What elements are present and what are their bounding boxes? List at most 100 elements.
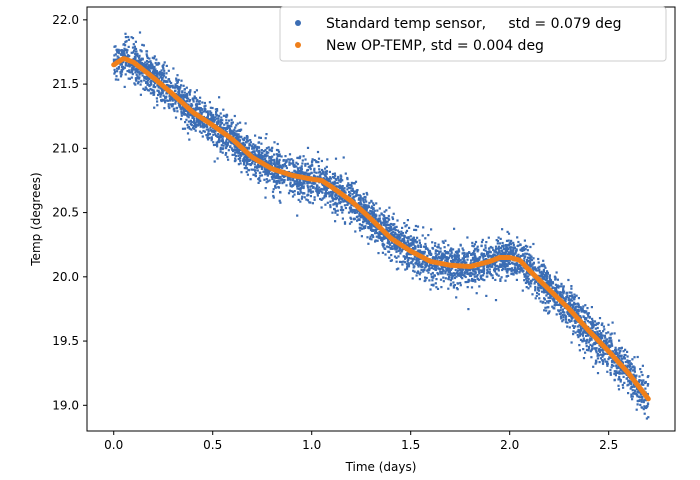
standard-sensor-point <box>186 110 189 113</box>
standard-sensor-point <box>261 151 264 154</box>
standard-sensor-point <box>506 264 509 268</box>
standard-sensor-point <box>350 220 353 224</box>
standard-sensor-point <box>350 217 353 220</box>
standard-sensor-point <box>590 356 593 359</box>
standard-sensor-point <box>398 230 401 234</box>
standard-sensor-point <box>436 264 439 267</box>
standard-sensor-point <box>148 57 151 60</box>
standard-sensor-point <box>399 252 402 255</box>
standard-sensor-point <box>377 234 380 238</box>
standard-sensor-point <box>268 156 271 159</box>
standard-sensor-point <box>323 186 326 190</box>
standard-sensor-point <box>212 116 215 120</box>
standard-sensor-point <box>397 255 400 258</box>
standard-sensor-point <box>383 210 386 213</box>
standard-sensor-point <box>598 350 601 354</box>
standard-sensor-point <box>511 267 514 270</box>
standard-sensor-point <box>384 216 387 220</box>
standard-sensor-point <box>331 199 334 202</box>
standard-sensor-point <box>325 170 328 173</box>
standard-sensor-point <box>219 112 222 115</box>
standard-sensor-point <box>155 63 158 66</box>
standard-sensor-point <box>614 346 617 349</box>
standard-sensor-point <box>296 214 299 217</box>
standard-sensor-point <box>366 236 369 239</box>
standard-sensor-point <box>591 324 594 327</box>
standard-sensor-point <box>474 257 477 260</box>
standard-sensor-point <box>283 181 286 184</box>
standard-sensor-point <box>511 272 515 275</box>
standard-sensor-point <box>156 100 159 103</box>
standard-sensor-point <box>531 278 535 281</box>
standard-sensor-point <box>247 139 250 142</box>
standard-sensor-point <box>224 153 227 156</box>
standard-sensor-point <box>369 227 373 230</box>
standard-sensor-point <box>487 247 491 250</box>
standard-sensor-point <box>248 163 251 166</box>
standard-sensor-point <box>126 54 129 57</box>
standard-sensor-point <box>187 97 190 100</box>
standard-sensor-point <box>165 99 168 102</box>
standard-sensor-point <box>504 279 507 282</box>
standard-sensor-point <box>389 259 392 262</box>
standard-sensor-point <box>594 327 597 330</box>
standard-sensor-point <box>596 352 599 356</box>
standard-sensor-point <box>397 249 400 253</box>
standard-sensor-point <box>244 122 247 125</box>
standard-sensor-point <box>502 245 505 249</box>
standard-sensor-point <box>372 202 375 205</box>
standard-sensor-point <box>460 270 464 273</box>
standard-sensor-point <box>113 71 117 74</box>
standard-sensor-point <box>354 194 357 198</box>
standard-sensor-point <box>412 266 415 269</box>
standard-sensor-point <box>233 160 236 163</box>
standard-sensor-point <box>260 142 263 145</box>
standard-sensor-point <box>180 112 183 115</box>
standard-sensor-point <box>417 259 420 262</box>
standard-sensor-point <box>525 286 528 289</box>
standard-sensor-point <box>568 314 571 317</box>
standard-sensor-point <box>135 73 138 76</box>
standard-sensor-point <box>422 260 426 263</box>
standard-sensor-point <box>337 177 340 180</box>
standard-sensor-point <box>579 325 582 328</box>
standard-sensor-point <box>119 75 123 78</box>
standard-sensor-point <box>212 133 215 136</box>
standard-sensor-point <box>555 290 558 293</box>
standard-sensor-point <box>146 56 149 59</box>
standard-sensor-point <box>180 94 183 97</box>
standard-sensor-point <box>340 175 343 178</box>
standard-sensor-point <box>608 339 611 342</box>
standard-sensor-point <box>235 145 238 148</box>
standard-sensor-point <box>412 247 415 250</box>
standard-sensor-point <box>209 129 212 132</box>
standard-sensor-point <box>433 256 436 259</box>
standard-sensor-point <box>257 166 260 169</box>
standard-sensor-point <box>287 158 290 161</box>
standard-sensor-point <box>271 146 274 149</box>
standard-sensor-point <box>218 140 221 143</box>
standard-sensor-point <box>113 68 116 71</box>
standard-sensor-point <box>252 160 255 163</box>
standard-sensor-point <box>217 120 220 124</box>
standard-sensor-point <box>471 277 474 281</box>
standard-sensor-point <box>296 167 299 170</box>
standard-sensor-point <box>236 122 239 125</box>
standard-sensor-point <box>499 237 502 240</box>
standard-sensor-point <box>607 344 610 348</box>
standard-sensor-point <box>508 246 511 249</box>
standard-sensor-point <box>381 242 384 245</box>
standard-sensor-point <box>573 325 577 328</box>
standard-sensor-point <box>274 180 278 183</box>
standard-sensor-point <box>268 169 271 172</box>
standard-sensor-point <box>598 330 601 333</box>
standard-sensor-point <box>281 167 284 170</box>
standard-sensor-point <box>542 300 545 303</box>
standard-sensor-point <box>394 246 397 250</box>
standard-sensor-point <box>423 250 426 253</box>
standard-sensor-point <box>442 269 445 272</box>
standard-sensor-point <box>635 393 638 396</box>
standard-sensor-point <box>580 329 583 332</box>
standard-sensor-point <box>148 77 151 80</box>
standard-sensor-point <box>537 293 540 296</box>
